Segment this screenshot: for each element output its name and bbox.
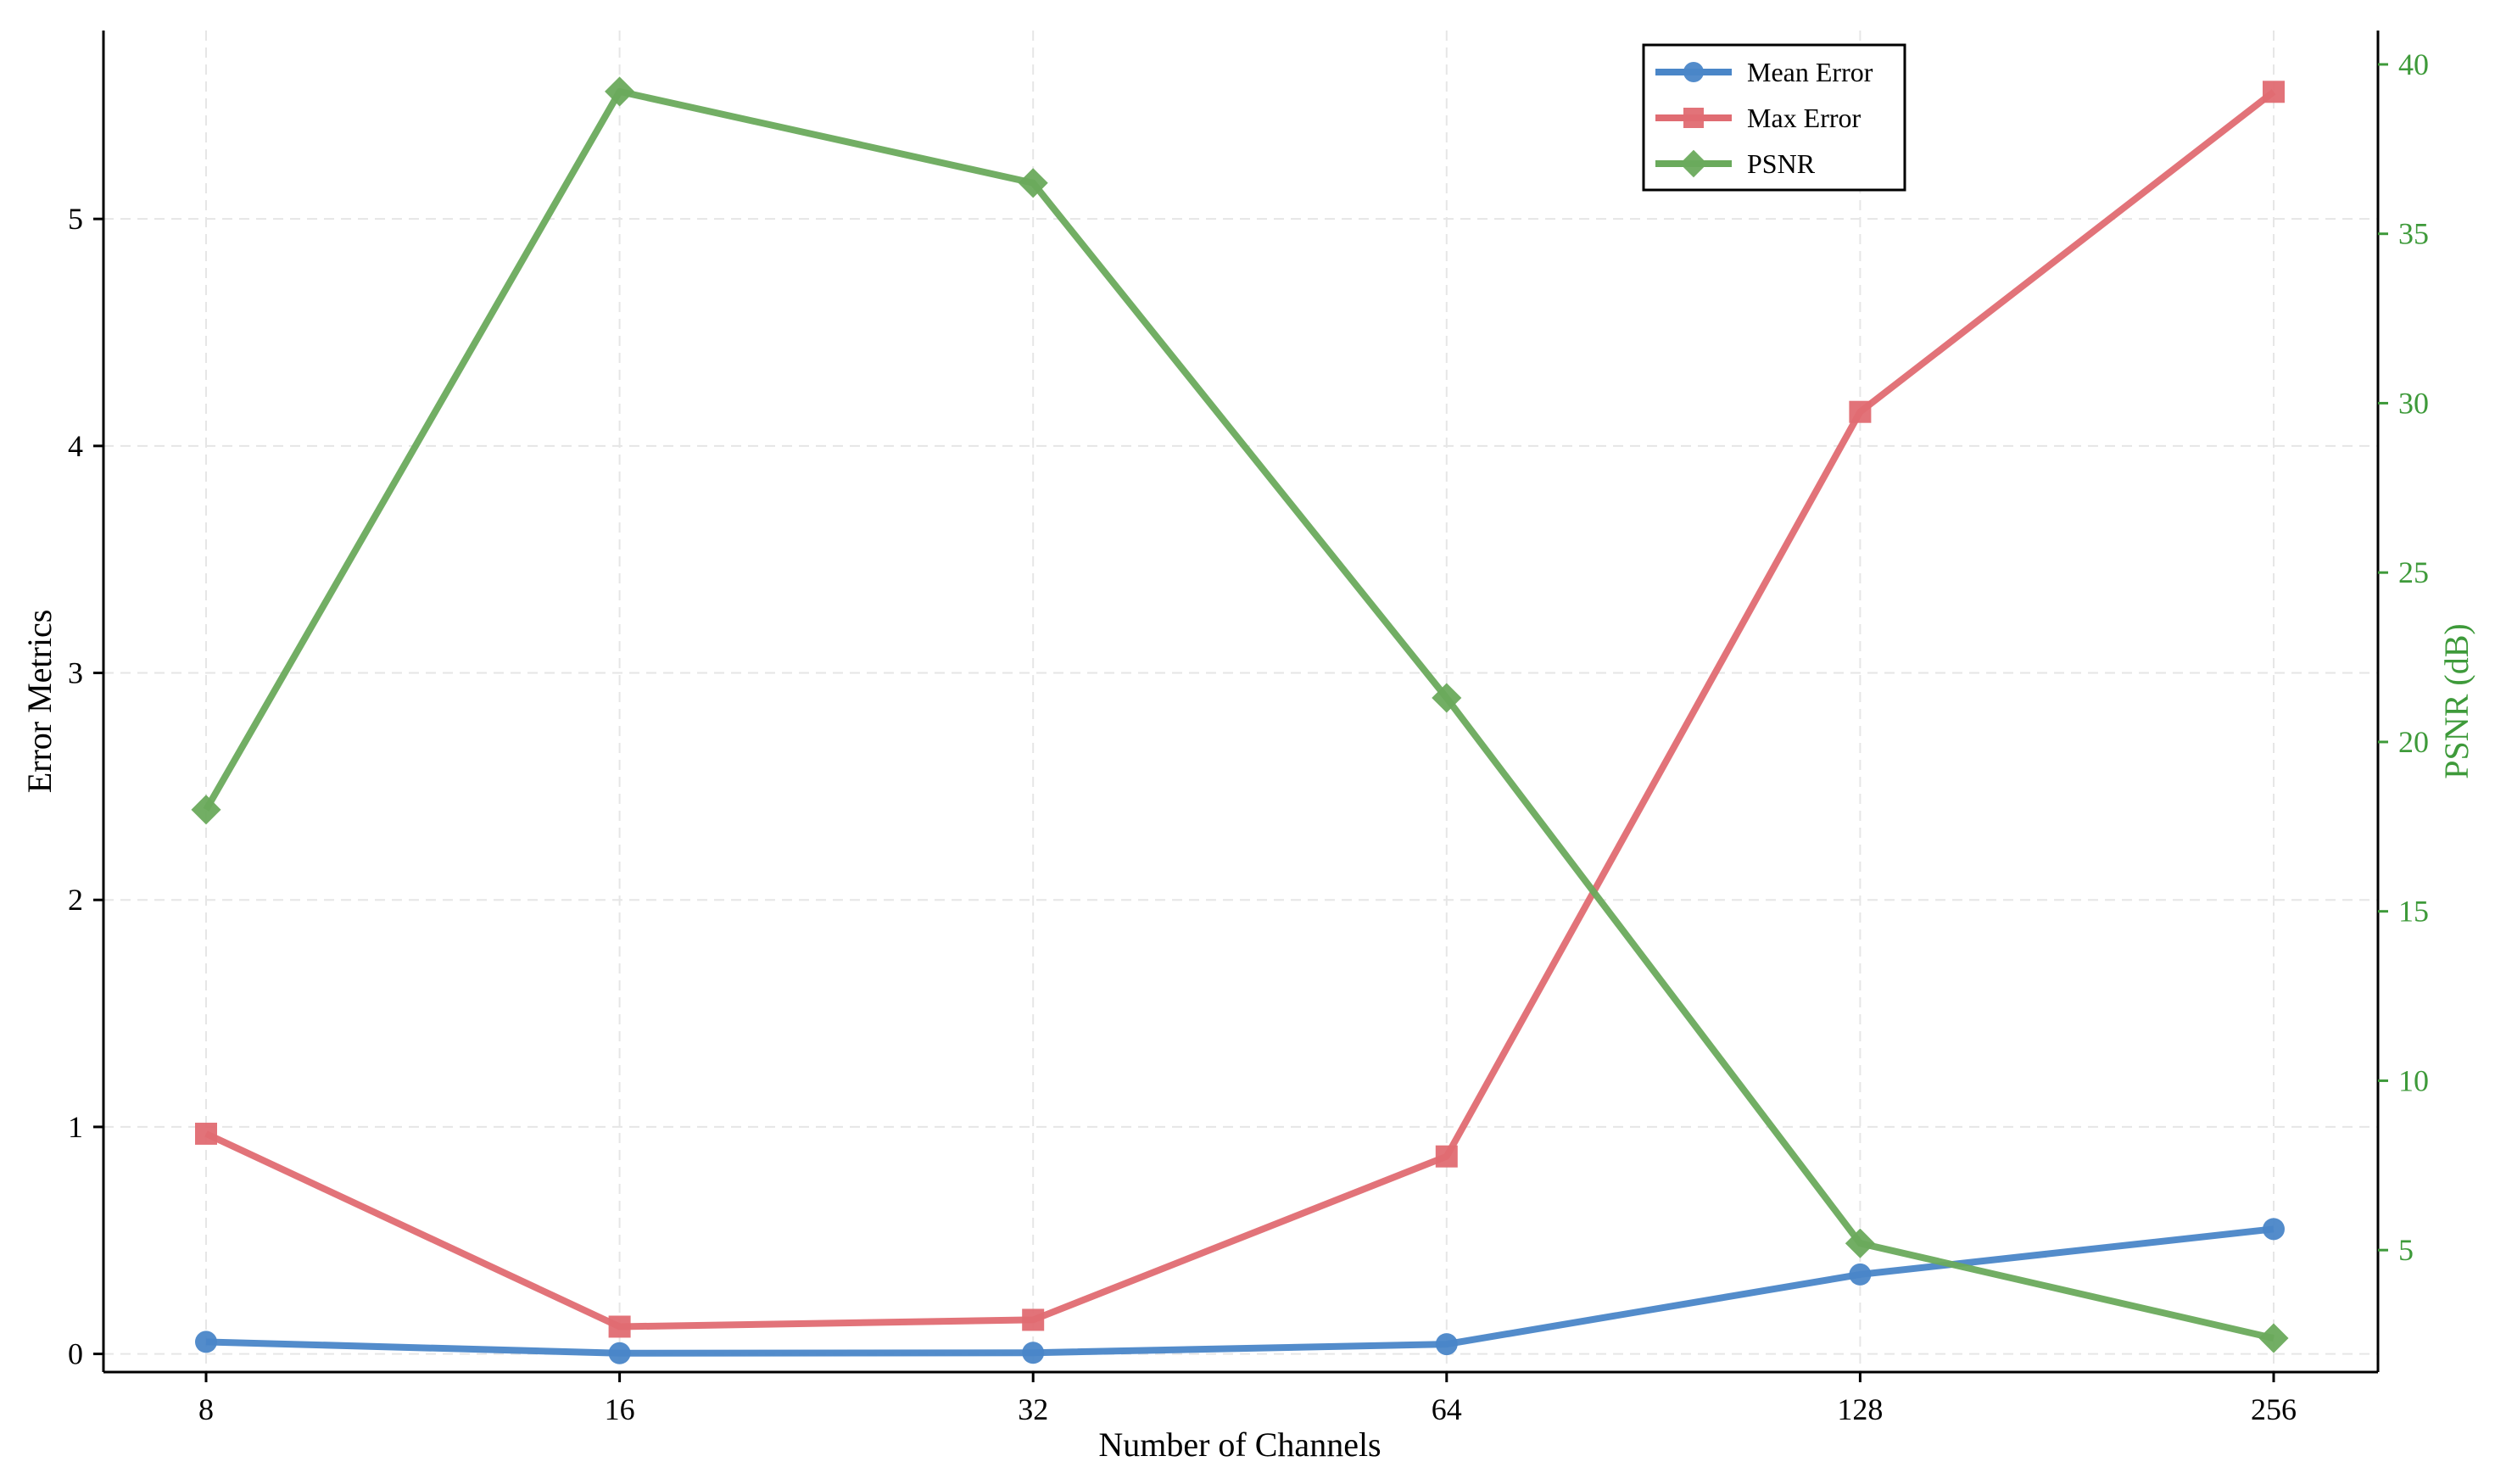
legend-marker-psnr — [1679, 149, 1708, 178]
data-point-psnr — [605, 76, 635, 107]
legend-label-max-error: Max Error — [1747, 103, 1861, 133]
y-axis-title-right: PSNR (dB) — [2437, 623, 2475, 778]
series-line-psnr — [203, 87, 2275, 1342]
y-tick-label-right: 5 — [2398, 1233, 2414, 1267]
data-point-max-error — [2263, 81, 2285, 103]
x-axis-title: Number of Channels — [1098, 1425, 1381, 1464]
data-point-psnr — [1845, 1228, 1875, 1258]
y-tick-label-left: 0 — [68, 1337, 83, 1371]
data-point-mean-error — [1849, 1263, 1872, 1286]
data-point-max-error — [1022, 1308, 1045, 1331]
legend: Mean Error Max Error PSNR — [1642, 43, 1906, 192]
data-point-mean-error — [608, 1342, 631, 1364]
x-tick-label: 256 — [2251, 1392, 2297, 1426]
y-tick-label-right: 15 — [2398, 895, 2429, 929]
x-tick-label: 16 — [605, 1392, 635, 1426]
data-point-psnr — [2258, 1323, 2289, 1353]
x-tick-label: 64 — [1432, 1392, 1462, 1426]
y-tick-label-left: 1 — [68, 1110, 83, 1144]
x-tick-label: 128 — [1837, 1392, 1883, 1426]
data-point-mean-error — [2263, 1218, 2285, 1241]
y-tick-label-left: 5 — [68, 202, 83, 236]
series-layer — [191, 76, 2289, 1364]
y-tick-label-right: 40 — [2398, 47, 2429, 81]
data-point-psnr — [1432, 683, 1462, 713]
y-tick-label-right: 10 — [2398, 1063, 2429, 1097]
legend-marker-mean-error — [1683, 62, 1704, 82]
data-point-max-error — [608, 1315, 631, 1338]
y-tick-label-right: 25 — [2398, 555, 2429, 589]
data-point-mean-error — [1022, 1342, 1045, 1364]
y-tick-label-left: 4 — [68, 429, 83, 463]
data-point-mean-error — [195, 1331, 217, 1353]
y-tick-label-right: 30 — [2398, 386, 2429, 420]
legend-label-mean-error: Mean Error — [1747, 57, 1873, 87]
data-point-max-error — [195, 1122, 217, 1145]
series-line-mean-error — [205, 1225, 2275, 1357]
legend-marker-max-error — [1683, 108, 1704, 128]
axes: 8 16 32 64 128 256 0 1 2 3 4 5 5 10 15 20 25 30 35 40 — [68, 31, 2429, 1426]
grid — [103, 31, 2378, 1372]
series-line-max-error — [204, 89, 2276, 1331]
data-point-max-error — [1435, 1145, 1458, 1168]
x-tick-label: 32 — [1018, 1392, 1048, 1426]
data-point-psnr — [1018, 168, 1048, 198]
x-tick-label: 8 — [198, 1392, 214, 1426]
y-tick-label-left: 2 — [68, 883, 83, 917]
y-tick-label-right: 35 — [2398, 217, 2429, 251]
data-point-max-error — [1849, 400, 1872, 423]
data-point-psnr — [191, 795, 221, 825]
y-tick-label-left: 3 — [68, 656, 83, 690]
y-axis-title-left: Error Metrics — [20, 610, 59, 794]
legend-label-psnr: PSNR — [1747, 148, 1816, 179]
data-point-mean-error — [1435, 1333, 1458, 1356]
y-tick-label-right: 20 — [2398, 725, 2429, 759]
